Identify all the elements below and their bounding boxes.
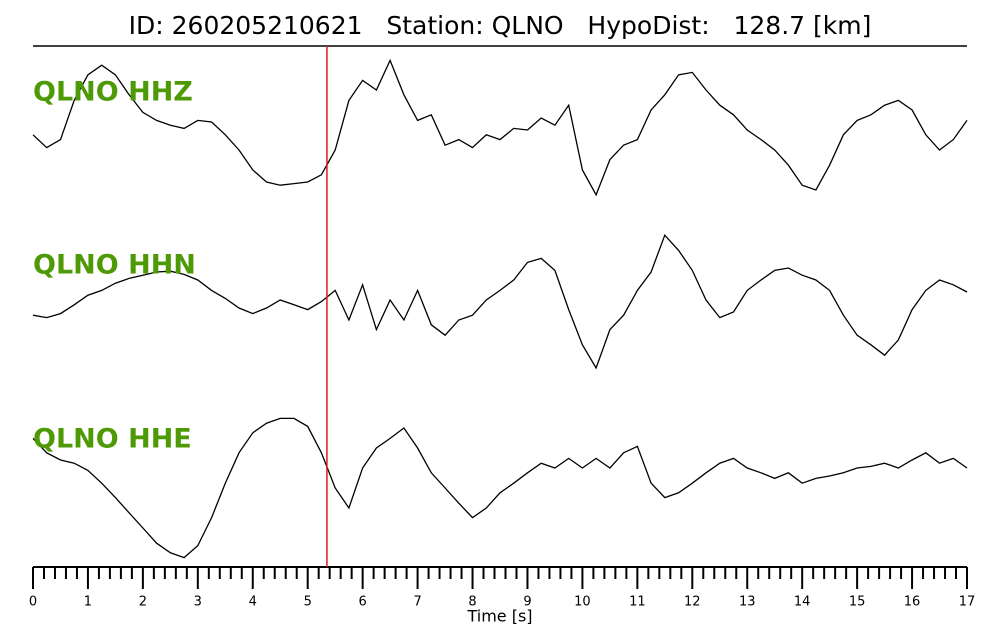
x-tick-label: 1: [84, 595, 92, 610]
x-tick-label: 15: [849, 595, 866, 610]
x-tick-label: 17: [959, 595, 976, 610]
trace: [32, 58, 968, 197]
x-tick-label: 10: [574, 595, 591, 610]
x-tick-label: 2: [139, 595, 147, 610]
x-tick-label: 16: [904, 595, 921, 610]
x-tick-label: 14: [794, 595, 811, 610]
x-tick-label: 3: [194, 595, 202, 610]
x-tick-label: 12: [684, 595, 701, 610]
x-tick-label: 0: [29, 595, 37, 610]
trace-label: QLNO HHZ: [33, 77, 193, 108]
x-tick-label: 7: [413, 595, 421, 610]
x-tick-label: 13: [739, 595, 756, 610]
trace-label: QLNO HHN: [33, 250, 196, 281]
trace: [32, 417, 968, 559]
chart-title: ID: 260205210621 Station: QLNO HypoDist:…: [129, 11, 872, 40]
x-axis-label: Time [s]: [466, 607, 532, 626]
x-tick-label: 4: [249, 595, 257, 610]
trace: [32, 233, 968, 370]
x-tick-label: 9: [523, 595, 531, 610]
x-tick-label: 8: [468, 595, 476, 610]
trace-label: QLNO HHE: [33, 424, 192, 455]
x-tick-label: 5: [304, 595, 312, 610]
x-tick-label: 6: [359, 595, 367, 610]
x-tick-label: 11: [629, 595, 646, 610]
